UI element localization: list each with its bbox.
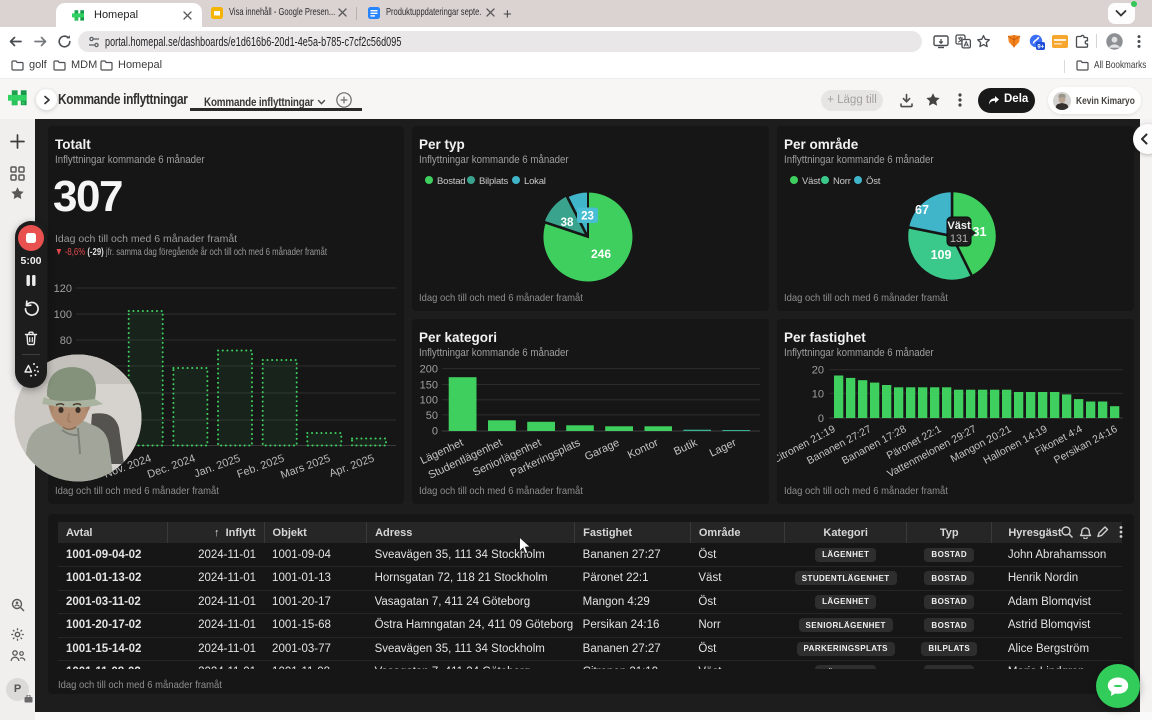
svg-text:38: 38 — [561, 217, 574, 229]
svg-text:Bilplats: Bilplats — [479, 176, 508, 187]
svg-text:0: 0 — [818, 413, 824, 425]
svg-text:Väst: Väst — [802, 176, 821, 187]
svg-text:200: 200 — [420, 364, 438, 376]
svg-text:100: 100 — [54, 309, 72, 321]
svg-text:0: 0 — [432, 425, 438, 437]
svg-text:Mars 2025: Mars 2025 — [279, 453, 332, 482]
svg-text:246: 246 — [591, 247, 611, 261]
svg-text:Lager: Lager — [708, 437, 739, 460]
svg-text:Garage: Garage — [583, 437, 621, 463]
svg-text:109: 109 — [931, 248, 952, 262]
svg-text:131: 131 — [950, 233, 968, 245]
svg-text:23: 23 — [581, 211, 594, 223]
svg-text:Jan. 2025: Jan. 2025 — [193, 453, 243, 481]
svg-text:Apr. 2025: Apr. 2025 — [328, 453, 376, 480]
svg-text:Dec. 2024: Dec. 2024 — [146, 453, 197, 481]
svg-text:20: 20 — [812, 365, 824, 377]
svg-text:Feb. 2025: Feb. 2025 — [235, 453, 286, 481]
svg-text:50: 50 — [426, 410, 438, 422]
svg-text:9+: 9+ — [1037, 44, 1044, 50]
svg-text:67: 67 — [915, 203, 929, 217]
svg-text:Väst: Väst — [947, 220, 971, 232]
svg-text:100: 100 — [420, 395, 438, 407]
svg-text:10: 10 — [812, 388, 824, 400]
svg-text:Kontor: Kontor — [626, 437, 661, 462]
svg-text:Lokal: Lokal — [524, 176, 546, 187]
svg-text:Norr: Norr — [833, 176, 851, 187]
svg-text:Öst: Öst — [866, 176, 881, 187]
svg-text:80: 80 — [60, 335, 72, 347]
svg-text:120: 120 — [54, 283, 72, 295]
svg-text:150: 150 — [420, 380, 438, 392]
svg-text:Butik: Butik — [672, 437, 700, 458]
svg-text:Bostad: Bostad — [437, 176, 465, 187]
